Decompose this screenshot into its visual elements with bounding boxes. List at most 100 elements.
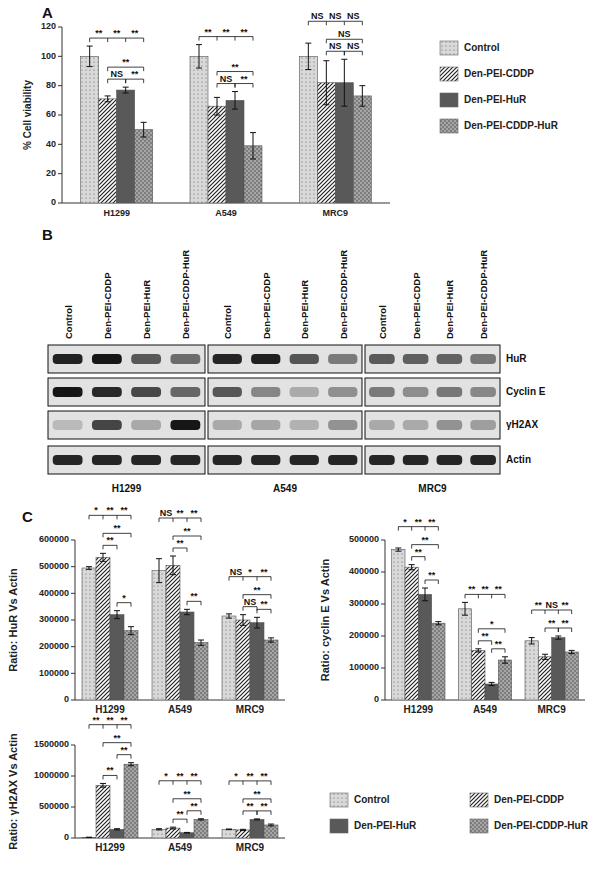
- sig-label: **: [260, 599, 268, 609]
- y-tick-label: 0: [374, 694, 379, 704]
- error-bar: [305, 43, 311, 69]
- y-tick-label: 20: [46, 168, 56, 178]
- bar: [166, 565, 180, 700]
- sig-label: **: [131, 69, 139, 79]
- legend-label: Control: [354, 794, 390, 805]
- sig-label: **: [495, 584, 503, 594]
- error-bar: [141, 122, 147, 137]
- error-bar: [128, 763, 134, 766]
- sig-bracket: [103, 775, 117, 779]
- blot-band: [213, 455, 242, 465]
- y-tick-label: 80: [46, 80, 56, 90]
- y-tick-label: 500000: [39, 561, 69, 571]
- y-tick: [71, 807, 75, 808]
- sig-bracket: [173, 548, 187, 552]
- sig-label: **: [190, 801, 198, 811]
- sig-label: NS: [347, 11, 360, 21]
- blot-band: [213, 420, 242, 430]
- bar: [82, 837, 96, 838]
- y-tick-label: 40: [46, 139, 56, 149]
- sig-label: **: [120, 745, 128, 755]
- legend-label: Den-PEI-CDDP: [464, 68, 534, 79]
- sig-label: **: [120, 505, 128, 515]
- blot-band: [290, 387, 319, 397]
- blot-band: [403, 420, 429, 430]
- bar: [190, 56, 208, 203]
- sig-label: NS: [329, 41, 342, 51]
- blot-band: [53, 387, 83, 397]
- error-bar: [226, 614, 232, 618]
- blot-band: [170, 455, 200, 465]
- legend-label: Den-PEI-CDDP-HuR: [464, 120, 559, 131]
- bar: [222, 616, 236, 700]
- lane-label: Den-PEI-CDDP-HuR: [338, 250, 349, 339]
- sig-label: **: [113, 733, 121, 743]
- blot-band: [92, 455, 122, 465]
- sig-bracket: [243, 577, 257, 581]
- y-tick: [71, 620, 75, 621]
- sig-bracket: [187, 781, 201, 785]
- sig-bracket: [103, 545, 117, 549]
- sig-label: **: [415, 517, 423, 527]
- sig-label: **: [106, 535, 114, 545]
- y-axis-label: Ratio: cyclin E Vs Actin: [319, 558, 331, 681]
- sig-label: NS: [110, 69, 123, 79]
- sig-label: NS: [311, 11, 324, 21]
- sig-label: **: [106, 715, 114, 725]
- error-bar: [214, 97, 220, 115]
- bar: [299, 56, 317, 203]
- y-tick: [71, 540, 75, 541]
- chart: Ratio: cyclin E Vs Actin0100000200000300…: [319, 517, 585, 715]
- sig-bracket: [257, 811, 271, 815]
- y-tick: [71, 646, 75, 647]
- y-tick: [381, 540, 385, 541]
- row-label: HuR: [506, 353, 527, 364]
- sig-bracket: [89, 515, 103, 519]
- error-bar: [198, 640, 204, 645]
- error-bar: [555, 636, 561, 639]
- y-tick: [71, 745, 75, 746]
- bar: [472, 650, 485, 700]
- sig-label: **: [253, 585, 261, 595]
- x-category-label: A549: [168, 842, 192, 853]
- blot-band: [251, 455, 280, 465]
- y-axis: [385, 540, 386, 700]
- sig-bracket: [117, 603, 131, 607]
- sig-bracket: [425, 527, 438, 531]
- error-bar: [435, 622, 441, 625]
- legend-swatch: [330, 819, 348, 833]
- cell-line-label: MRC9: [418, 483, 447, 494]
- blot-band: [251, 354, 280, 364]
- sig-bracket: [465, 594, 478, 598]
- blot-band: [328, 354, 357, 364]
- sig-bracket: [159, 518, 173, 522]
- x-category-label: A549: [473, 704, 497, 715]
- sig-bracket: [478, 629, 505, 633]
- error-bar: [240, 829, 246, 830]
- blot-band: [170, 387, 200, 397]
- error-bar: [184, 832, 190, 834]
- error-bar: [409, 565, 415, 570]
- lane-label: Den-PEI-CDDP: [261, 272, 272, 339]
- blot-strip: [48, 446, 205, 474]
- error-bar: [250, 133, 256, 159]
- sig-label: **: [222, 27, 230, 37]
- lane-label: Den-PEI-CDDP: [102, 272, 113, 339]
- error-bar: [254, 617, 260, 628]
- row-label: Actin: [506, 454, 531, 465]
- sig-bracket: [344, 21, 362, 25]
- sig-label: **: [204, 27, 212, 37]
- error-bar: [422, 588, 428, 601]
- blot-band: [328, 420, 357, 430]
- y-tick-label: 100000: [39, 668, 69, 678]
- y-tick-label: 0: [64, 832, 69, 842]
- sig-bracket: [173, 781, 187, 785]
- bar: [264, 825, 278, 838]
- sig-label: **: [260, 771, 268, 781]
- bar: [99, 99, 117, 203]
- sig-label: **: [240, 27, 248, 37]
- sig-label: *: [234, 771, 238, 781]
- legend: ControlDen-PEI-CDDPDen-PEI-HuRDen-PEI-CD…: [440, 41, 559, 133]
- error-bar: [100, 783, 106, 787]
- blot-strip: [48, 345, 205, 373]
